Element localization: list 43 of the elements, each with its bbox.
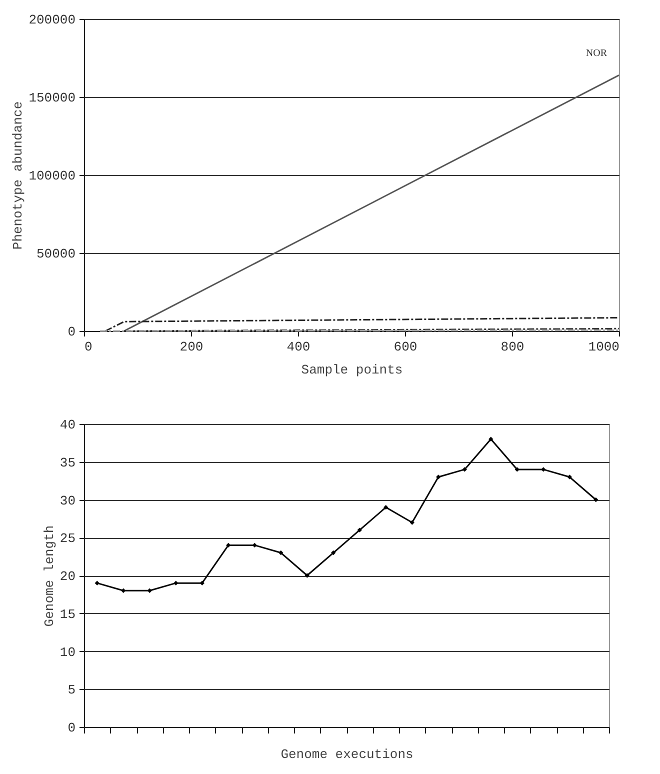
y-tick-label: 5 xyxy=(68,682,76,698)
y-tick-label: 50000 xyxy=(36,246,76,262)
point xyxy=(94,580,100,586)
x-tick-label: 0 xyxy=(84,340,92,354)
point xyxy=(357,528,362,532)
x-tick-label: 800 xyxy=(500,340,524,354)
y-tick-label: 10 xyxy=(60,644,76,660)
point xyxy=(384,504,388,510)
y-tick-label: 0 xyxy=(68,720,76,736)
series-label: NOR xyxy=(586,48,608,60)
point xyxy=(147,588,152,593)
y-tick-label: 15 xyxy=(60,606,76,622)
point xyxy=(488,436,494,442)
point xyxy=(304,573,310,578)
point xyxy=(436,474,441,480)
x-tick-label: 200 xyxy=(180,340,204,354)
point xyxy=(331,550,336,556)
point xyxy=(541,467,546,472)
point xyxy=(594,497,598,502)
y-tick-label: 0 xyxy=(68,324,76,340)
y-tick-label: 200000 xyxy=(28,12,76,28)
x-tick-label: 400 xyxy=(286,340,310,354)
y-axis-title: Phenotype abundance xyxy=(10,101,26,250)
y-tick-label: 20 xyxy=(60,569,76,584)
point xyxy=(567,474,572,480)
y-tick-label: 40 xyxy=(60,418,76,432)
point xyxy=(174,580,178,586)
point xyxy=(462,467,467,472)
x-axis-title: Sample points xyxy=(301,362,403,378)
point xyxy=(514,467,520,472)
y-tick-label: 30 xyxy=(60,493,76,508)
y-tick-label: 25 xyxy=(60,531,76,546)
y-tick-label: 150000 xyxy=(28,90,76,106)
y-tick-label: 100000 xyxy=(28,168,76,184)
point xyxy=(200,580,204,586)
x-axis-title: Genome executions xyxy=(280,747,414,762)
point xyxy=(121,588,126,593)
point xyxy=(410,520,414,525)
x-tick-label: 1000 xyxy=(588,340,620,354)
point xyxy=(278,550,284,556)
y-tick-label: 35 xyxy=(60,455,76,470)
x-tick-label: 600 xyxy=(394,340,418,354)
y-axis-title: Genome length xyxy=(42,525,57,627)
